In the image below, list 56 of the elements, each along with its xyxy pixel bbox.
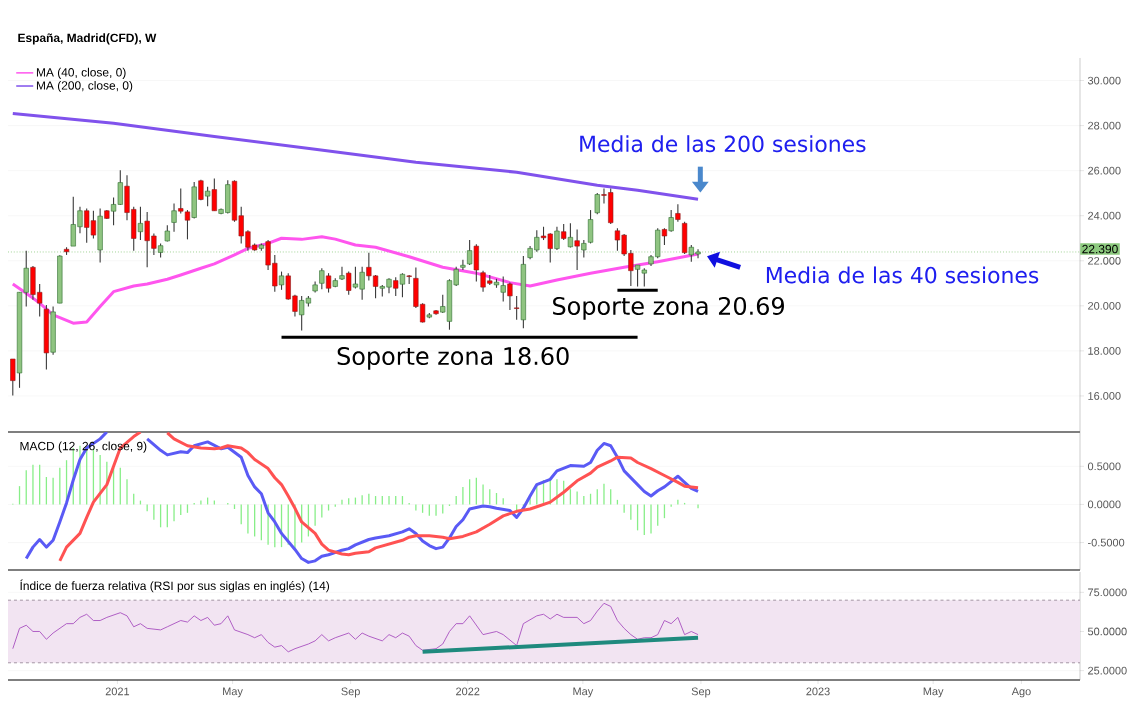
- candlestick: [10, 358, 16, 397]
- x-tick-label: May: [923, 687, 944, 698]
- line-series: [12, 602, 699, 653]
- x-tick-label: 2021: [105, 687, 130, 696]
- x-tick-label: Ago: [1011, 687, 1031, 698]
- candlestick: [668, 209, 674, 233]
- candlestick: [319, 267, 325, 290]
- candlestick: [393, 276, 399, 297]
- candlestick: [587, 209, 594, 244]
- y-tick-label: 16.000: [1088, 392, 1121, 400]
- candlestick: [399, 272, 406, 298]
- legend-label: MA (200, close, 0): [36, 80, 133, 93]
- candlestick: [460, 259, 466, 271]
- y-tick-label: 18.000: [1088, 347, 1121, 355]
- annotation: Soporte zona 18.60: [337, 347, 569, 370]
- x-tick-label: 2023: [806, 687, 830, 696]
- y-tick-label: 75.0000: [1088, 588, 1127, 597]
- candlestick: [205, 186, 211, 207]
- candlestick: [594, 192, 600, 215]
- candlestick: [278, 271, 285, 291]
- candlestick: [574, 228, 580, 271]
- x-tick-label: May: [573, 687, 594, 698]
- x-tick-label: 2022: [456, 687, 480, 696]
- candlestick: [507, 282, 513, 311]
- chart-title: España, Madrid(CFD), W: [18, 33, 157, 45]
- candlestick: [346, 271, 352, 296]
- y-tick-label: 26.000: [1088, 166, 1121, 175]
- y-tick-label: 30.000: [1087, 76, 1121, 85]
- y-tick-label: 50.0000: [1087, 627, 1127, 636]
- y-tick-label: 0.0000: [1087, 500, 1121, 509]
- annotation: Soporte zona 20.69: [553, 296, 784, 320]
- y-tick-label: -0.5000: [1088, 538, 1125, 547]
- candlestick: [514, 295, 520, 321]
- y-tick-label: 22.000: [1088, 256, 1121, 265]
- y-tick-label: 24.000: [1088, 211, 1121, 220]
- legend-label: MA (40, close, 0): [36, 67, 126, 79]
- candlestick: [554, 226, 560, 251]
- candlestick: [339, 266, 345, 281]
- text: Índice de fuerza relativa (RSI por sus siglas en inglés) (14): [20, 579, 330, 593]
- y-tick-label: 28.000: [1088, 121, 1121, 130]
- x-tick-label: Sep: [691, 687, 711, 698]
- y-tick-label: 0.5000: [1087, 462, 1121, 471]
- candlestick: [567, 222, 573, 249]
- annotation: Media de las 200 sesiones: [580, 135, 866, 153]
- candlestick: [171, 202, 177, 233]
- candlestick: [675, 203, 681, 223]
- y-tick-label: 25.0000: [1088, 666, 1127, 675]
- candlestick: [473, 243, 479, 283]
- candlestick: [325, 272, 332, 294]
- y-tick-label: 20.000: [1088, 301, 1121, 310]
- candlestick: [137, 206, 144, 241]
- annotation: Media de las 40 sesiones: [766, 266, 1039, 284]
- ref-line-label: 22.390: [1082, 244, 1118, 254]
- x-tick-label: Sep: [341, 687, 360, 698]
- candlestick: [211, 177, 217, 212]
- x-tick-label: May: [223, 687, 243, 698]
